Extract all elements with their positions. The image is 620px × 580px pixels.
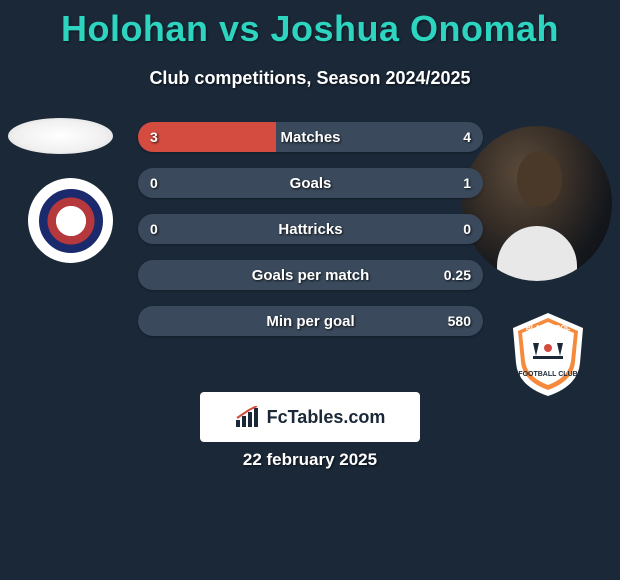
comparison-title: Holohan vs Joshua Onomah [0,0,620,50]
stat-row: 01Goals [138,168,483,198]
stat-label: Goals per match [138,260,483,290]
club-left-badge [28,178,113,263]
stat-row: 0.25Goals per match [138,260,483,290]
comparison-date: 22 february 2025 [0,450,620,470]
stat-label: Hattricks [138,214,483,244]
stat-label: Matches [138,122,483,152]
svg-text:FOOTBALL CLUB: FOOTBALL CLUB [518,371,577,378]
season-subtitle: Club competitions, Season 2024/2025 [0,68,620,89]
brand-text: FcTables.com [267,407,386,428]
brand-box: FcTables.com [200,392,420,442]
player-left-photo [8,118,113,154]
brand-icon [235,406,261,428]
stat-label: Goals [138,168,483,198]
stat-rows: 34Matches 01Goals 00Hattricks 0.25Goals per… [138,122,483,352]
stat-row: 580Min per goal [138,306,483,336]
player-right-photo [462,126,612,281]
club-right-badge: FOOTBALL CLUB BLACKPOOL [498,308,598,398]
stat-row: 34Matches [138,122,483,152]
svg-text:BLACKPOOL: BLACKPOOL [526,325,571,332]
stat-row: 00Hattricks [138,214,483,244]
stat-label: Min per goal [138,306,483,336]
